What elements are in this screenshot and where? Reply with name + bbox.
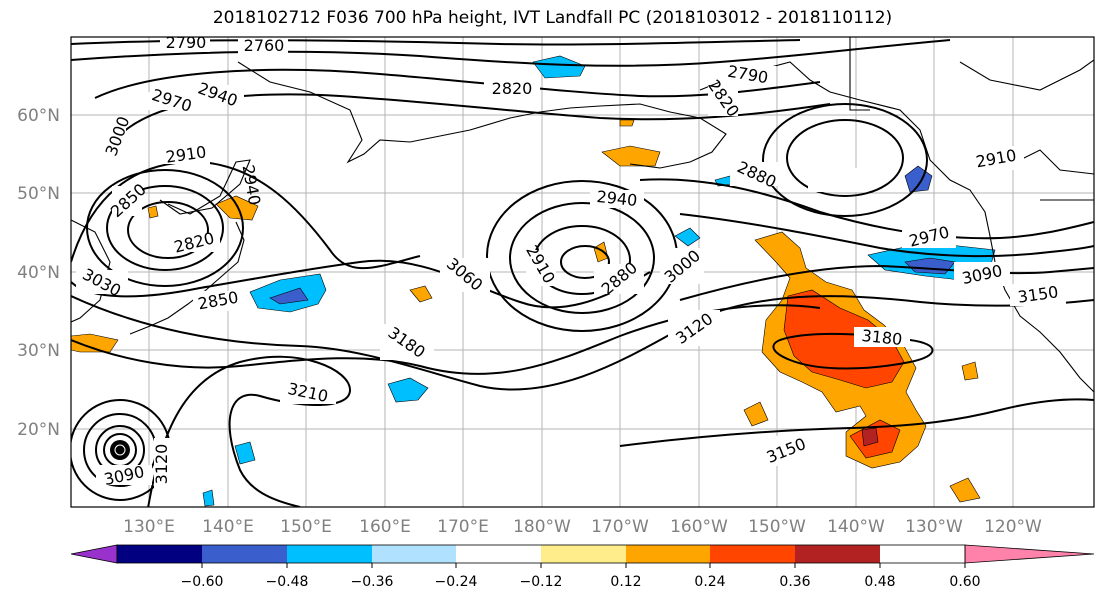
map-title: 2018102712 F036 700 hPa height, IVT Land… [212, 8, 893, 28]
lon-label: 150°W [748, 517, 806, 537]
colorbar-tick-label: −0.12 [520, 574, 563, 590]
colorbar-segment [626, 545, 710, 563]
lon-label: 160°W [670, 517, 728, 537]
colorbar-segment [372, 545, 456, 563]
colorbar-tick-label: −0.60 [181, 574, 224, 590]
colorbar-segment [541, 545, 626, 563]
colorbar-tick-label: 0.60 [949, 574, 980, 590]
lon-label: 160°E [359, 517, 411, 537]
lon-label: 180°W [513, 517, 571, 537]
colorbar-tick-label: 0.12 [610, 574, 641, 590]
contour-label: 3120 [152, 444, 171, 485]
lat-label: 40°N [17, 263, 60, 283]
lon-label: 170°E [437, 517, 489, 537]
longitude-labels: 130°E 140°E 150°E 160°E 170°E 180°W 170°… [123, 517, 1042, 537]
lon-label: 120°W [984, 517, 1042, 537]
contour-label: 2820 [492, 79, 533, 98]
colorbar-right-extension [964, 544, 1095, 564]
colorbar-tick-label: −0.48 [266, 574, 309, 590]
contour-label: 2760 [244, 36, 285, 55]
contour-label: 2940 [596, 187, 638, 210]
colorbar: −0.60 −0.48 −0.36 −0.24 −0.12 0.12 0.24 … [70, 544, 1095, 590]
contour-label: 3180 [861, 326, 903, 349]
lon-label: 130°W [905, 517, 963, 537]
lon-label: 140°W [827, 517, 885, 537]
lon-label: 170°W [591, 517, 649, 537]
lon-label: 130°E [123, 517, 175, 537]
lat-label: 50°N [17, 184, 60, 204]
lat-label: 30°N [17, 341, 60, 361]
lat-label: 60°N [17, 106, 60, 126]
colorbar-segment [117, 545, 202, 563]
colorbar-tick-label: −0.24 [435, 574, 478, 590]
colorbar-segment [795, 545, 880, 563]
colorbar-segment [202, 545, 287, 563]
colorbar-segment [287, 545, 372, 563]
colorbar-tick-label: 0.36 [779, 574, 810, 590]
colorbar-tick-label: 0.24 [694, 574, 725, 590]
lon-label: 150°E [280, 517, 332, 537]
cyclone-center [110, 440, 130, 460]
contour-label: 2790 [166, 33, 207, 52]
colorbar-tick-label: −0.36 [351, 574, 394, 590]
colorbar-segment [456, 545, 541, 563]
colorbar-segment [710, 545, 795, 563]
coastlines [71, 37, 1094, 393]
ivt-shading [71, 55, 996, 507]
colorbar-tick-label: 0.48 [864, 574, 895, 590]
map-frame [70, 36, 1095, 508]
latitude-labels: 60°N 50°N 40°N 30°N 20°N [17, 106, 60, 440]
lon-label: 140°E [202, 517, 254, 537]
lat-label: 20°N [17, 420, 60, 440]
colorbar-left-extension [70, 544, 118, 564]
